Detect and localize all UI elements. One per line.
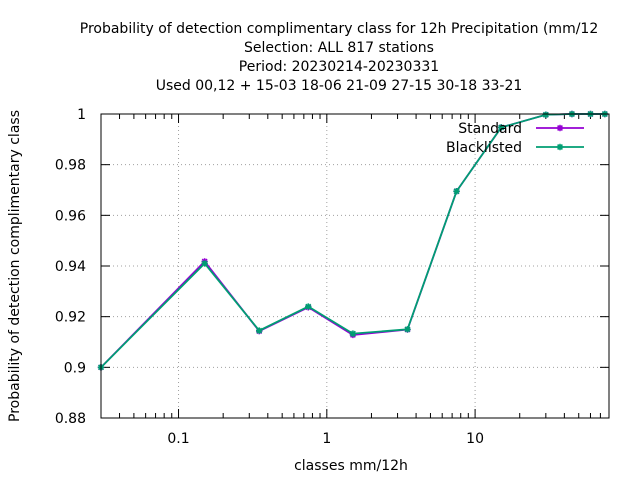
data-point [349, 330, 357, 337]
legend-marker [556, 143, 564, 151]
x-tick-label: 0.1 [167, 431, 189, 447]
title-line: Selection: ALL 817 stations [244, 40, 434, 56]
legend: Standard Blacklisted [446, 121, 584, 156]
data-point [453, 188, 460, 195]
plot-frame [100, 113, 610, 419]
y-tick-label: 0.92 [55, 310, 86, 326]
y-tick-label: 1 [77, 107, 86, 123]
legend-label: Blacklisted [446, 140, 522, 156]
data-point [498, 124, 505, 131]
gridlines [101, 114, 609, 418]
data-point [542, 111, 550, 118]
y-tick-label: 0.88 [55, 411, 86, 427]
series-line [100, 113, 605, 368]
y-tick-label: 0.96 [55, 208, 86, 224]
x-axis-tick-labels: 0.1 1 10 [167, 431, 484, 447]
series-line [100, 113, 605, 368]
data-point [256, 327, 263, 334]
data-point [201, 260, 208, 267]
y-axis-label: Probability of detection complimentary c… [7, 110, 23, 422]
series-layer [97, 110, 609, 371]
y-tick-label: 0.9 [64, 360, 86, 376]
axis-ticks [101, 113, 609, 419]
title-line: Used 00,12 + 15-03 18-06 21-09 27-15 30-… [156, 78, 523, 94]
data-point [305, 303, 312, 310]
y-tick-label: 0.94 [55, 259, 86, 275]
y-tick-label: 0.98 [55, 158, 86, 174]
legend-marker [556, 124, 564, 132]
chart-title: Probability of detection complimentary c… [80, 21, 599, 94]
x-tick-label: 1 [322, 431, 331, 447]
x-axis-label: classes mm/12h [294, 458, 408, 474]
legend-label: Standard [458, 121, 522, 137]
title-line: Probability of detection complimentary c… [80, 21, 599, 37]
series-blacklisted [97, 110, 609, 371]
data-point [404, 326, 411, 333]
title-line: Period: 20230214-20230331 [239, 59, 439, 75]
y-axis-tick-labels: 0.88 0.9 0.92 0.94 0.96 0.98 1 [55, 107, 86, 427]
x-tick-label: 10 [466, 431, 484, 447]
